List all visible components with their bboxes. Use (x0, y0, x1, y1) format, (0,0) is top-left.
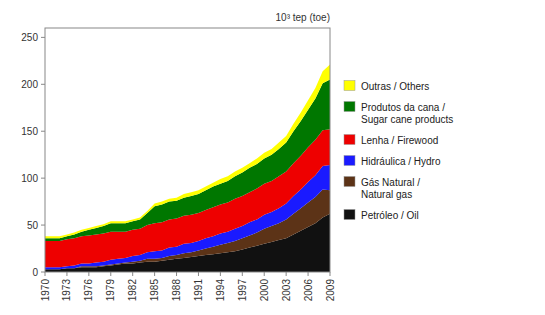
x-tick (154, 272, 155, 276)
y-tick (41, 37, 45, 38)
x-tick (66, 272, 67, 276)
legend-label-line: Hidráulica / Hydro (361, 156, 441, 167)
x-tick (198, 272, 199, 276)
x-tick (176, 272, 177, 276)
x-tick (308, 272, 309, 276)
x-tick-label: 1994 (215, 279, 226, 302)
chart: 0 50 100 150 200 250 1970 1973 1976 1979 1982 1985 1… (0, 0, 545, 315)
area (45, 65, 330, 239)
legend-swatch (344, 81, 355, 91)
x-tick-label: 1985 (149, 279, 160, 302)
areas (45, 65, 330, 272)
legend-swatch (344, 135, 355, 145)
legend-label-line: Petróleo / Oil (361, 210, 419, 221)
x-tick (330, 272, 331, 276)
x-tick-label: 2000 (259, 279, 270, 302)
x-tick-label: 1982 (127, 279, 138, 302)
legend-label: Hidráulica / Hydro (361, 156, 441, 167)
x-tick-label: 2003 (281, 279, 292, 302)
x-tick-label: 1976 (83, 279, 94, 302)
x-tick (242, 272, 243, 276)
x-tick-label: 1973 (61, 279, 72, 302)
x-tick-label: 2006 (303, 279, 314, 302)
legend-label: Petróleo / Oil (361, 210, 419, 221)
x-tick-label: 1988 (171, 279, 182, 302)
x-tick (286, 272, 287, 276)
x-tick (110, 272, 111, 276)
area (45, 80, 330, 241)
legend-label: Produtos da cana /Sugar cane products (361, 102, 453, 125)
x-tick-label: 1970 (40, 279, 51, 302)
y-tick (41, 272, 45, 273)
legend-swatch (344, 210, 355, 220)
legend-label: Lenha / Firewood (361, 135, 438, 146)
legend-label: Outras / Others (361, 81, 429, 92)
x-tick (45, 272, 46, 276)
legend-swatch (344, 177, 355, 187)
legend-label-line: Gás Natural / (361, 177, 420, 188)
y-tick (41, 84, 45, 85)
legend-label-line: Outras / Others (361, 81, 429, 92)
legend-swatch (344, 102, 355, 112)
plot-frame (45, 28, 330, 272)
x-tick-label: 2009 (325, 279, 336, 302)
x-tick-label: 1991 (193, 279, 204, 302)
y-tick-label: 250 (21, 32, 38, 43)
x-tick (132, 272, 133, 276)
x-tick (88, 272, 89, 276)
legend-label: Gás Natural /Natural gas (361, 177, 420, 200)
y-tick (41, 225, 45, 226)
y-tick-label: 50 (27, 220, 39, 231)
y-tick (41, 178, 45, 179)
legend-label-line: Natural gas (361, 189, 412, 200)
y-tick-label: 200 (21, 79, 38, 90)
y-tick (41, 131, 45, 132)
y-tick-label: 100 (21, 173, 38, 184)
x-tick (220, 272, 221, 276)
x-tick-label: 1997 (237, 279, 248, 302)
legend-label-line: Produtos da cana / (361, 102, 445, 113)
x-tick-label: 1979 (105, 279, 116, 302)
y-axis-label: 10³ tep (toe) (276, 12, 330, 23)
y-tick-label: 150 (21, 126, 38, 137)
legend: Outras / Others Produtos da cana /Sugar c… (344, 81, 453, 221)
legend-label-line: Sugar cane products (361, 114, 453, 125)
legend-label-line: Lenha / Firewood (361, 135, 438, 146)
legend-swatch (344, 156, 355, 166)
y-tick-label: 0 (32, 267, 38, 278)
x-tick (264, 272, 265, 276)
